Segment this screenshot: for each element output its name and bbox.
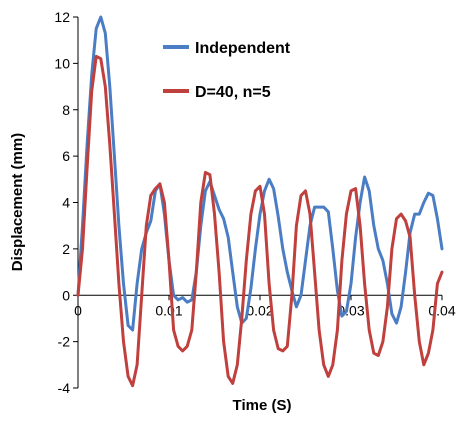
x-tick-label: 0 — [74, 302, 82, 318]
y-axis-label: Displacement (mm) — [9, 133, 26, 271]
y-tick-label: -4 — [58, 380, 71, 396]
y-ticks: -4 -2 0 2 4 6 8 10 12 — [54, 9, 78, 396]
y-tick-label: 12 — [54, 9, 70, 25]
y-tick-label: 10 — [54, 55, 70, 71]
x-tick-label: 0.01 — [155, 302, 182, 318]
y-tick-label: 2 — [62, 241, 70, 257]
axes — [77, 17, 442, 388]
series-layer — [76, 15, 444, 388]
y-tick-label: 4 — [62, 195, 70, 211]
y-tick-label: 0 — [62, 287, 70, 303]
legend: Independent D=40, n=5 — [163, 40, 291, 101]
legend-label-2: D=40, n=5 — [195, 84, 271, 101]
series-line-2 — [76, 54, 444, 388]
x-tick-label: 0.02 — [246, 302, 273, 318]
legend-label-1: Independent — [195, 40, 291, 57]
y-tick-label: 6 — [62, 148, 70, 164]
x-tick-label: 0.04 — [428, 302, 455, 318]
x-axis-label: Time (S) — [233, 397, 292, 414]
y-tick-label: -2 — [58, 334, 71, 350]
series-line-1 — [76, 15, 444, 332]
y-tick-label: 8 — [62, 102, 70, 118]
